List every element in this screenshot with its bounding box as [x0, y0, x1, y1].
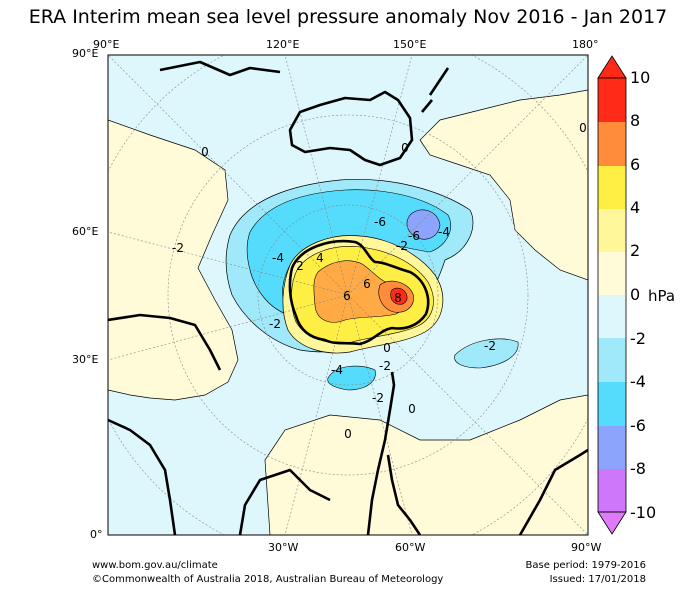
anomaly-positive-region-south [264, 394, 588, 535]
footer-copyright: ©Commonwealth of Australia 2018, Austral… [92, 574, 444, 585]
colorbar-band [598, 78, 626, 122]
anomaly-positive-region-west [108, 119, 239, 401]
colorbar-tick-label: 2 [630, 241, 641, 260]
coastline-south-america [366, 371, 422, 535]
colorbar-band [598, 426, 626, 469]
contour-label: -6 [374, 215, 386, 229]
colorbar-bottom-arrow [597, 511, 627, 535]
coastline-africa [108, 418, 177, 535]
colorbar-band [598, 469, 626, 512]
contour-label: -2 [372, 391, 384, 405]
colorbar-tick-label: -6 [630, 416, 646, 435]
bottom-axis-label: 90°W [571, 541, 602, 554]
anomaly-negative-cell-east [454, 338, 519, 369]
contour-label: -4 [438, 225, 450, 239]
footer-base-period: Base period: 1979-2016 [525, 560, 646, 571]
bottom-axis-label: 30°W [268, 541, 299, 554]
anomaly-negative-cell-south [327, 365, 376, 391]
contour-label: -2 [172, 241, 184, 255]
colorbar-band [598, 252, 626, 295]
contour-label: -2 [269, 317, 281, 331]
contour-label: -2 [484, 339, 496, 353]
left-axis-label: 60°E [72, 225, 99, 238]
colorbar-band [598, 338, 626, 382]
colorbar-band [598, 122, 626, 166]
colorbar-tick-label: -4 [630, 372, 646, 391]
top-axis-label: 90°E [93, 38, 120, 51]
contour-label: 8 [394, 291, 402, 305]
map-frame [107, 54, 589, 536]
colorbar-tick-label: 6 [630, 155, 641, 174]
top-axis-label: 120°E [266, 38, 300, 51]
bottom-axis-label: 60°W [395, 541, 426, 554]
colorbar-tick-label: 8 [630, 111, 641, 130]
colorbar-band [598, 382, 626, 426]
left-axis-label: 90°E [72, 47, 99, 60]
coastline-new-zealand [421, 67, 450, 113]
coastlines [108, 60, 588, 535]
contour-label: -4 [272, 251, 284, 265]
anomaly-positive-10hpa [390, 287, 408, 305]
colorbar-tick-label: 0 [630, 285, 641, 304]
anomaly-positive-region-northeast [419, 89, 588, 281]
contour-label: 2 [296, 259, 304, 273]
colorbar-tick-label: -10 [630, 503, 657, 522]
contour-label: -6 [408, 229, 420, 243]
colorbar-tick-label: 10 [630, 68, 651, 87]
contour-label: 6 [343, 289, 351, 303]
footer-issued: Issued: 17/01/2018 [549, 574, 646, 585]
contour-label: 0 [579, 121, 587, 135]
colorbar-band [598, 166, 626, 209]
contour-label: 0 [408, 402, 416, 416]
colorbar [597, 55, 627, 535]
colorbar-tick-label: 4 [630, 198, 641, 217]
contour-label: -2 [379, 359, 391, 373]
colorbar-frame [597, 77, 627, 513]
contour-label: 0 [383, 341, 391, 355]
contour-label: -4 [331, 363, 343, 377]
colorbar-tick-label: -8 [630, 459, 646, 478]
footer-url: www.bom.gov.au/climate [92, 560, 218, 571]
contour-label: 0 [344, 427, 352, 441]
left-axis-label: 0° [90, 528, 103, 541]
anomaly-positive-6hpa [313, 260, 404, 323]
map-content: 0 0 0 0 0 -2 -2 -2 -2 -4 -4 -4 -6 -6 2 4… [108, 55, 588, 535]
colorbar-top-arrow [597, 55, 627, 79]
contour-label: 4 [316, 251, 324, 265]
contour-label: 0 [201, 145, 209, 159]
coastline-antarctica [288, 239, 430, 346]
top-axis-label: 180° [572, 38, 599, 51]
contour-labels: 0 0 0 0 0 -2 -2 -2 -2 -4 -4 -4 -6 -6 2 4… [172, 121, 587, 441]
coastline-asia [108, 60, 281, 371]
contour-label: 6 [363, 277, 371, 291]
colorbar-band [598, 295, 626, 338]
chart-title: ERA Interim mean sea level pressure anom… [28, 6, 668, 28]
colorbar-band [598, 209, 626, 252]
graticule [108, 55, 588, 535]
contour-label: -2 [396, 239, 408, 253]
top-axis-label: 150°E [393, 38, 427, 51]
colorbar-tick-label: -2 [630, 329, 646, 348]
left-axis-label: 30°E [72, 353, 99, 366]
colorbar-unit: hPa [648, 287, 676, 305]
contour-label: 0 [401, 141, 409, 155]
coastline-north-america [238, 448, 588, 535]
coastline-australia [288, 90, 414, 167]
anomaly-negative-center-8hpa [406, 209, 441, 240]
